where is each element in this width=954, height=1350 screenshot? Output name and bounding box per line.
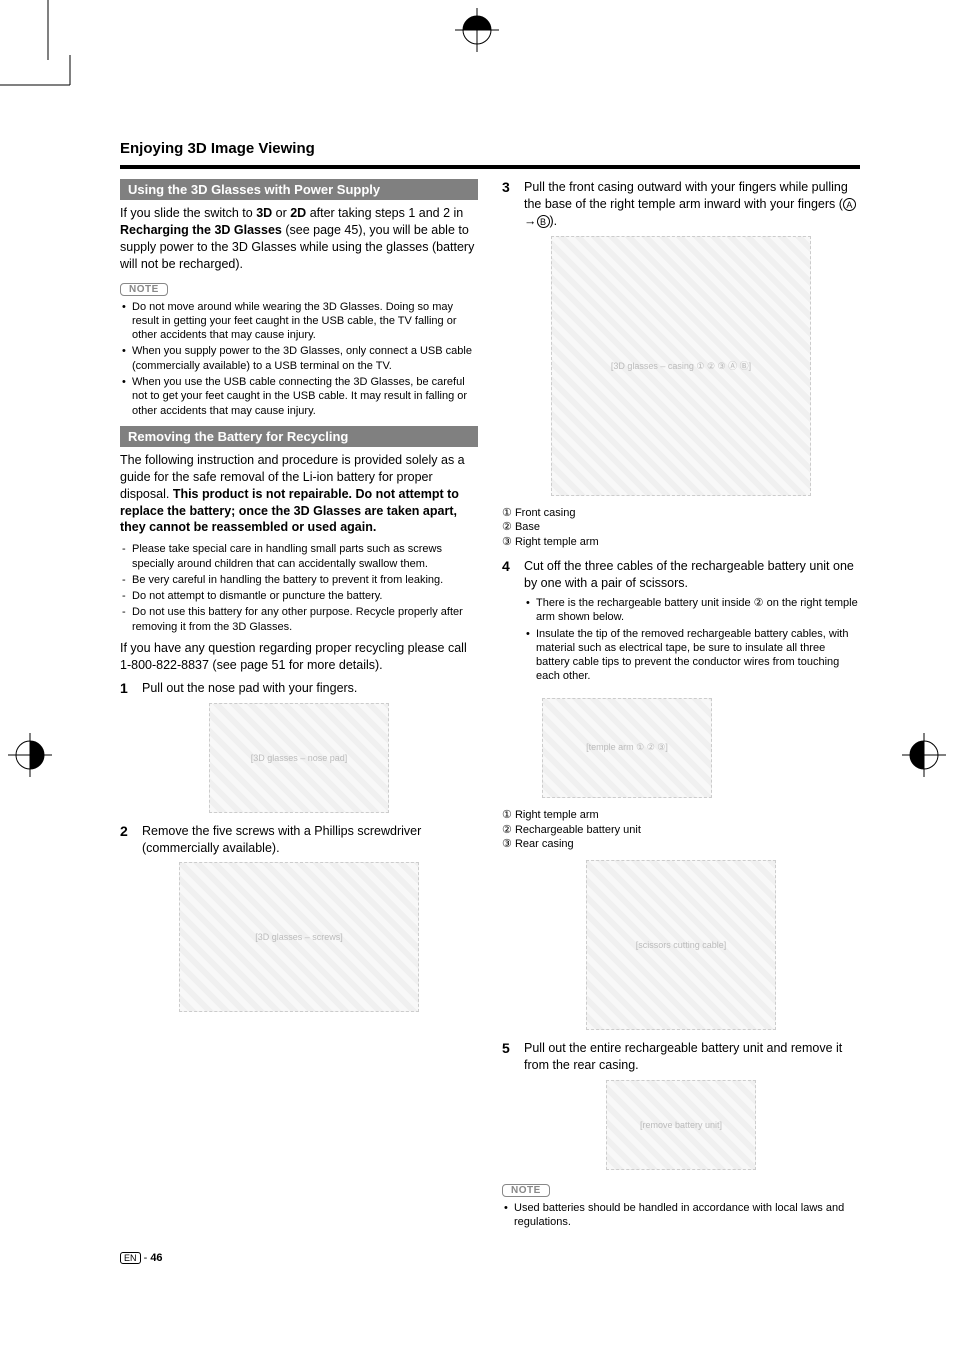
- dash-item: Please take special care in handling sma…: [120, 542, 478, 571]
- figure-temple-arm: [temple arm ① ② ③]: [542, 698, 712, 798]
- crop-mark-right: [894, 730, 954, 780]
- step-num: 5: [502, 1040, 516, 1074]
- note-item: When you use the USB cable connecting th…: [120, 375, 478, 418]
- legend-item: Right temple arm: [515, 809, 599, 821]
- step-text: Cut off the three cables of the recharge…: [524, 558, 860, 692]
- lang-badge: EN: [120, 1252, 141, 1264]
- crop-mark-left: [0, 730, 60, 780]
- step3-text-b: ).: [550, 214, 558, 228]
- step-text: Remove the five screws with a Phillips s…: [142, 823, 478, 857]
- legend-item: Front casing: [515, 507, 576, 519]
- step4-legend: ① Right temple arm ② Rechargeable batter…: [502, 808, 860, 853]
- dash-item: Do not use this battery for any other pu…: [120, 605, 478, 634]
- legend-item: Right temple arm: [515, 536, 599, 548]
- step3-legend: ① Front casing ② Base ③ Right temple arm: [502, 506, 860, 551]
- section1-para: If you slide the switch to 3D or 2D afte…: [120, 205, 478, 273]
- note-item: When you supply power to the 3D Glasses,…: [120, 344, 478, 373]
- step-text: Pull out the entire rechargeable battery…: [524, 1040, 860, 1074]
- page-heading: Enjoying 3D Image Viewing: [120, 140, 860, 157]
- step-1: 1 Pull out the nose pad with your finger…: [120, 680, 478, 697]
- footer-sep: -: [144, 1252, 148, 1264]
- heading-rule: [120, 165, 860, 169]
- page-content: Enjoying 3D Image Viewing Using the 3D G…: [120, 140, 860, 1264]
- section1-notes: Do not move around while wearing the 3D …: [120, 300, 478, 418]
- section2-title: Removing the Battery for Recycling: [120, 426, 478, 447]
- left-column: Using the 3D Glasses with Power Supply I…: [120, 179, 478, 1238]
- figure-scissors: [scissors cutting cable]: [586, 860, 776, 1030]
- page-footer: EN - 46: [120, 1252, 860, 1264]
- step3-text-a: Pull the front casing outward with your …: [524, 180, 848, 211]
- legend-item: Rechargeable battery unit: [515, 824, 641, 836]
- step-3: 3 Pull the front casing outward with you…: [502, 179, 860, 230]
- bullet-item: Insulate the tip of the removed recharge…: [524, 627, 860, 684]
- bullet-item: There is the rechargeable battery unit i…: [524, 596, 860, 625]
- note-item: Used batteries should be handled in acco…: [502, 1201, 860, 1230]
- right-column: 3 Pull the front casing outward with you…: [502, 179, 860, 1238]
- step4-text: Cut off the three cables of the recharge…: [524, 559, 854, 590]
- section2-dashes: Please take special care in handling sma…: [120, 542, 478, 634]
- step-text: Pull the front casing outward with your …: [524, 179, 860, 230]
- note-item: Do not move around while wearing the 3D …: [120, 300, 478, 343]
- step-num: 3: [502, 179, 516, 230]
- legend-item: Rear casing: [515, 838, 574, 850]
- note-badge-2: NOTE: [502, 1184, 550, 1197]
- figure-nose-pad: [3D glasses – nose pad]: [209, 703, 389, 813]
- dash-item: Be very careful in handling the battery …: [120, 573, 478, 587]
- section1-title: Using the 3D Glasses with Power Supply: [120, 179, 478, 200]
- step-text: Pull out the nose pad with your fingers.: [142, 680, 478, 697]
- figure-casing: [3D glasses – casing ① ② ③ Ⓐ Ⓑ]: [551, 236, 811, 496]
- step-5: 5 Pull out the entire rechargeable batte…: [502, 1040, 860, 1074]
- step-num: 4: [502, 558, 516, 692]
- step-num: 2: [120, 823, 134, 857]
- dash-item: Do not attempt to dismantle or puncture …: [120, 589, 478, 603]
- crop-marks-top: [0, 0, 954, 120]
- note-badge-1: NOTE: [120, 283, 168, 296]
- section2-para1: The following instruction and procedure …: [120, 452, 478, 536]
- columns: Using the 3D Glasses with Power Supply I…: [120, 179, 860, 1238]
- figure-screws: [3D glasses – screws]: [179, 862, 419, 1012]
- step-num: 1: [120, 680, 134, 697]
- final-note-list: Used batteries should be handled in acco…: [502, 1201, 860, 1230]
- figure-remove-battery: [remove battery unit]: [606, 1080, 756, 1170]
- page-number: 46: [150, 1252, 162, 1264]
- step-4: 4 Cut off the three cables of the rechar…: [502, 558, 860, 692]
- section2-para2: If you have any question regarding prope…: [120, 640, 478, 674]
- legend-item: Base: [515, 521, 540, 533]
- circle-a-icon: A: [843, 198, 856, 211]
- circle-b-icon: B: [537, 215, 550, 228]
- step-2: 2 Remove the five screws with a Phillips…: [120, 823, 478, 857]
